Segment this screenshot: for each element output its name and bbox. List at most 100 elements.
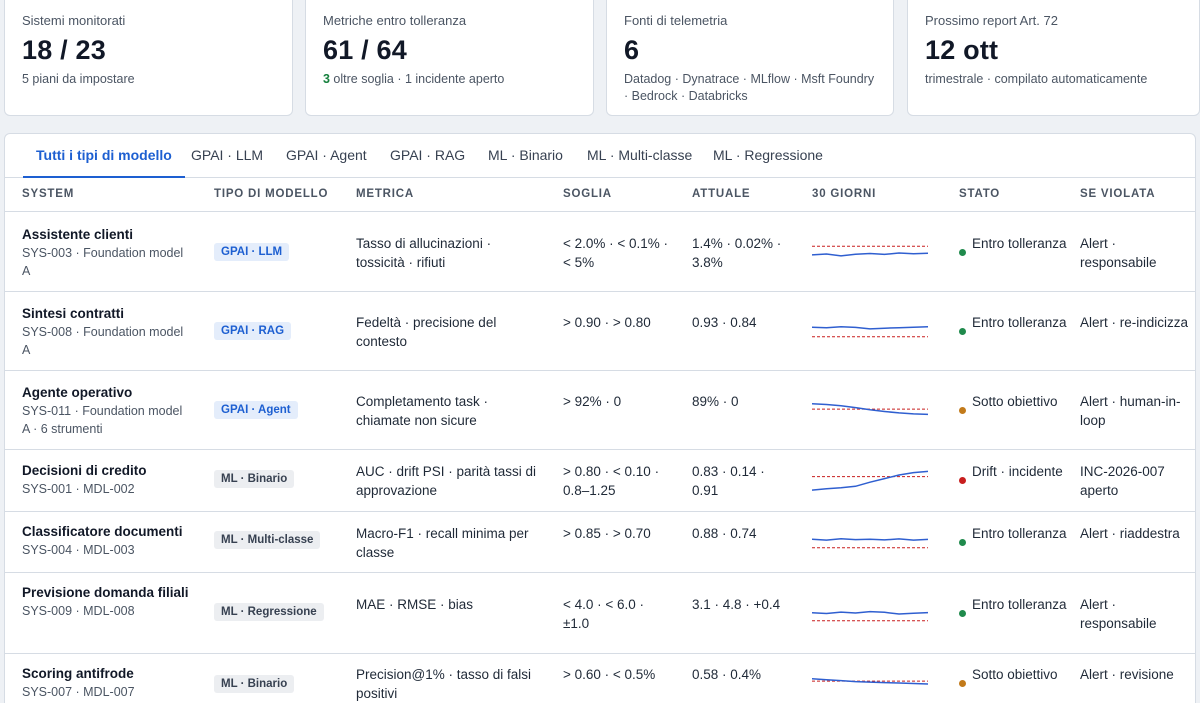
table-row[interactable]: Decisioni di credito SYS-001 · MDL-002 M… [5, 450, 1195, 512]
current-value-cell: 3.1 · 4.8 · +0.4 [692, 597, 781, 612]
system-id: SYS-007 · MDL-007 [22, 685, 135, 699]
card-systems-monitored: Sistemi monitorati 18 / 23 5 piani da im… [4, 0, 293, 116]
table-row[interactable]: Assistente clienti SYS-003 · Foundation … [5, 213, 1195, 292]
tab-gpai-agent[interactable]: GPAI · Agent [286, 147, 367, 163]
system-cell: Previsione domanda filiali SYS-009 · MDL… [22, 583, 192, 620]
card-telemetry-sources: Fonti di telemetria 6 Datadog · Dynatrac… [606, 0, 894, 116]
tab-gpai-rag[interactable]: GPAI · RAG [390, 147, 466, 163]
status-text: Drift · incidente [972, 464, 1063, 479]
system-name[interactable]: Sintesi contratti [22, 306, 125, 321]
system-name[interactable]: Previsione domanda filiali [22, 585, 189, 600]
status-dot-icon [959, 680, 966, 687]
status-dot-icon [959, 539, 966, 546]
status-text: Entro tolleranza [972, 526, 1067, 541]
status-dot-icon [959, 407, 966, 414]
column-header-if-violated[interactable]: Se violata [1080, 188, 1156, 200]
table-row[interactable]: Classificatore documenti SYS-004 · MDL-0… [5, 512, 1195, 573]
current-value-cell: 0.93 · 0.84 [692, 315, 757, 330]
table-row[interactable]: Previsione domanda filiali SYS-009 · MDL… [5, 573, 1195, 654]
trend-line [812, 610, 928, 615]
column-header-model-type[interactable]: Tipo di modello [214, 188, 329, 200]
violation-action: INC-2026-007 aperto [1080, 464, 1165, 498]
tab-gpai-llm[interactable]: GPAI · LLM [191, 147, 264, 163]
threshold-cell: < 2.0% · < 0.1% · < 5% [563, 236, 669, 270]
tab-ml-multiclasse[interactable]: ML · Multi-classe [587, 147, 693, 163]
card-subtext: 3 oltre soglia · 1 incidente aperto [323, 71, 576, 88]
violation-action: Alert · responsabile [1080, 236, 1157, 270]
system-name[interactable]: Decisioni di credito [22, 463, 147, 478]
status-text: Entro tolleranza [972, 315, 1067, 330]
status-text: Sotto obiettivo [972, 394, 1058, 409]
trend-line [812, 403, 928, 416]
metric-cell: AUC · drift PSI · parità tassi di approv… [356, 464, 537, 498]
system-cell: Scoring antifrode SYS-007 · MDL-007 [22, 664, 192, 701]
metric-cell: Macro-F1 · recall minima per classe [356, 526, 529, 560]
system-name[interactable]: Classificatore documenti [22, 524, 183, 539]
system-name[interactable]: Agente operativo [22, 385, 133, 400]
system-cell: Classificatore documenti SYS-004 · MDL-0… [22, 522, 192, 559]
system-id: SYS-008 · Foundation model A [22, 325, 184, 357]
trend-sparkline [812, 245, 928, 257]
system-id: SYS-004 · MDL-003 [22, 543, 135, 557]
model-type-badge: ML · Binario [214, 675, 295, 693]
trend-line [812, 537, 928, 541]
trend-line [812, 677, 928, 685]
trend-sparkline [812, 403, 928, 416]
card-subtext: trimestrale · compilato automaticamente [925, 72, 1148, 86]
metric-cell: MAE · RMSE · bias [356, 597, 474, 612]
system-cell: Decisioni di credito SYS-001 · MDL-002 [22, 461, 192, 498]
card-subtext-rest: oltre soglia · 1 incidente aperto [329, 72, 505, 86]
current-value-cell: 0.58 · 0.4% [692, 667, 762, 682]
model-type-badge: ML · Binario [214, 470, 295, 488]
current-value-cell: 0.88 · 0.74 [692, 526, 757, 541]
threshold-cell: < 4.0 · < 6.0 · ±1.0 [563, 597, 645, 631]
system-id: SYS-003 · Foundation model A [22, 246, 184, 278]
table-row[interactable]: Agente operativo SYS-011 · Foundation mo… [5, 371, 1195, 450]
violation-action: Alert · human-in-loop [1080, 394, 1181, 428]
system-id: SYS-011 · Foundation model A · 6 strumen… [22, 404, 183, 436]
system-id: SYS-009 · MDL-008 [22, 604, 135, 618]
metric-cell: Tasso di allucinazioni · tossicità · rif… [356, 236, 492, 270]
threshold-cell: > 0.60 · < 0.5% [563, 667, 656, 682]
system-cell: Assistente clienti SYS-003 · Foundation … [22, 225, 192, 280]
card-label: Fonti di telemetria [624, 13, 728, 28]
card-value: 18 / 23 [22, 35, 106, 65]
summary-cards: Sistemi monitorati 18 / 23 5 piani da im… [4, 0, 1200, 116]
card-subtext: 5 piani da impostare [22, 72, 135, 86]
tab-ml-regressione[interactable]: ML · Regressione [713, 147, 823, 163]
tab-ml-binario[interactable]: ML · Binario [488, 147, 563, 163]
table-row[interactable]: Sintesi contratti SYS-008 · Foundation m… [5, 292, 1195, 371]
violation-action: Alert · riaddestra [1080, 526, 1180, 541]
trend-sparkline [812, 325, 928, 338]
model-type-badge: ML · Multi-classe [214, 531, 321, 549]
column-header-metric[interactable]: Metrica [356, 188, 414, 200]
system-name[interactable]: Assistente clienti [22, 227, 134, 242]
column-header-system[interactable]: System [22, 188, 75, 200]
card-next-report: Prossimo report Art. 72 12 ott trimestra… [907, 0, 1200, 116]
system-name[interactable]: Scoring antifrode [22, 666, 134, 681]
metric-cell: Completamento task · chiamate non sicure [356, 394, 489, 428]
threshold-cell: > 92% · 0 [563, 394, 622, 409]
status-text: Entro tolleranza [972, 597, 1067, 612]
card-metrics-in-tolerance: Metriche entro tolleranza 61 / 64 3 oltr… [305, 0, 594, 116]
metric-cell: Fedeltà · precisione del contesto [356, 315, 497, 349]
model-type-badge: GPAI · Agent [214, 401, 298, 419]
status-dot-icon [959, 328, 966, 335]
current-value-cell: 89% · 0 [692, 394, 739, 409]
system-id: SYS-001 · MDL-002 [22, 482, 135, 496]
tab-all-model-types[interactable]: Tutti i tipi di modello [23, 134, 185, 178]
monitoring-table-panel: Tutti i tipi di modello GPAI · LLM GPAI … [4, 133, 1196, 703]
column-header-current[interactable]: Attuale [692, 188, 751, 200]
column-header-status[interactable]: Stato [959, 188, 1001, 200]
card-value: 12 ott [925, 35, 999, 65]
over-threshold-count: 3 [323, 72, 330, 86]
table-row[interactable]: Scoring antifrode SYS-007 · MDL-007 ML ·… [5, 654, 1195, 703]
trend-sparkline [812, 470, 928, 491]
card-label: Sistemi monitorati [22, 13, 126, 28]
column-header-30-days[interactable]: 30 giorni [812, 188, 877, 200]
system-cell: Agente operativo SYS-011 · Foundation mo… [22, 383, 192, 438]
status-text: Sotto obiettivo [972, 667, 1058, 682]
trend-line [812, 252, 928, 257]
trend-line [812, 325, 928, 330]
column-header-threshold[interactable]: Soglia [563, 188, 612, 200]
